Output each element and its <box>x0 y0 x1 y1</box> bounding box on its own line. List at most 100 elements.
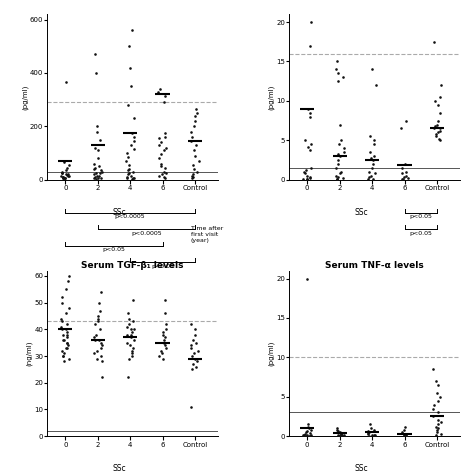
Point <box>125 310 132 317</box>
Point <box>128 328 136 336</box>
Point <box>193 109 201 117</box>
Point <box>98 344 105 352</box>
Point <box>191 326 199 333</box>
Point <box>157 163 165 170</box>
Point <box>160 146 167 154</box>
Point <box>161 174 169 182</box>
Point <box>335 140 342 148</box>
Point <box>98 168 105 175</box>
Point <box>189 174 196 182</box>
Point <box>303 172 310 180</box>
Point <box>125 43 132 50</box>
Point <box>128 175 136 183</box>
Point <box>127 326 135 333</box>
Point <box>302 166 310 174</box>
Point <box>400 431 408 438</box>
Text: p<0.01: p<0.01 <box>151 281 174 285</box>
Point <box>65 172 73 180</box>
Point <box>302 428 310 436</box>
Point <box>369 156 377 164</box>
Point <box>437 430 445 438</box>
Text: p<0.0005: p<0.0005 <box>131 231 162 236</box>
Point <box>127 64 134 72</box>
Y-axis label: (ng/ml): (ng/ml) <box>27 341 33 366</box>
Point <box>366 420 374 428</box>
Point <box>435 424 442 432</box>
Point <box>402 431 410 439</box>
Point <box>63 339 70 346</box>
Point <box>429 412 437 420</box>
Point <box>95 336 103 344</box>
Point <box>340 145 347 152</box>
Point <box>305 105 312 112</box>
Point <box>338 431 346 439</box>
Point <box>306 146 314 154</box>
Point <box>333 426 341 434</box>
Point <box>98 342 105 349</box>
Point <box>57 323 65 330</box>
Point <box>91 50 99 58</box>
Point <box>303 428 311 435</box>
Point <box>402 168 410 175</box>
Point <box>98 352 105 360</box>
Point <box>371 426 378 434</box>
Point <box>371 140 378 148</box>
Point <box>340 148 347 156</box>
Point <box>92 331 100 338</box>
Point <box>308 426 315 434</box>
Point <box>59 174 66 182</box>
Point <box>92 69 100 77</box>
Point <box>437 127 444 135</box>
Point <box>336 170 344 177</box>
Point <box>191 117 199 125</box>
Point <box>303 175 311 182</box>
Point <box>334 160 342 168</box>
Point <box>91 171 98 178</box>
Point <box>123 331 130 338</box>
Point <box>304 143 311 150</box>
Point <box>62 344 70 352</box>
Point <box>94 146 101 154</box>
Point <box>192 363 200 371</box>
Point <box>332 164 339 172</box>
Point <box>437 93 444 101</box>
Point <box>92 169 100 177</box>
Point <box>334 431 342 438</box>
Point <box>130 145 137 153</box>
Point <box>62 326 70 333</box>
Point <box>368 431 376 439</box>
Point <box>93 173 101 180</box>
Point <box>157 151 165 158</box>
Point <box>61 357 68 365</box>
Point <box>162 320 170 328</box>
Point <box>306 429 313 437</box>
Point <box>434 381 442 389</box>
Point <box>61 174 68 182</box>
Point <box>162 344 170 352</box>
Point <box>59 169 66 177</box>
Point <box>434 420 441 428</box>
Point <box>124 153 131 161</box>
Point <box>60 174 67 182</box>
Point <box>129 318 137 325</box>
Point <box>65 161 73 169</box>
Point <box>59 168 66 175</box>
Point <box>129 174 137 182</box>
Point <box>336 152 344 160</box>
Point <box>430 38 438 46</box>
Point <box>95 299 102 307</box>
Point <box>125 166 132 174</box>
Point <box>58 347 65 355</box>
Point <box>433 389 441 397</box>
Point <box>129 129 137 137</box>
Point <box>365 432 373 439</box>
Point <box>369 160 377 168</box>
Point <box>371 170 379 177</box>
Point <box>370 431 378 439</box>
Point <box>58 169 65 177</box>
Point <box>189 171 197 178</box>
Point <box>63 285 70 293</box>
Point <box>437 418 445 426</box>
Point <box>162 310 169 317</box>
Point <box>402 117 410 124</box>
